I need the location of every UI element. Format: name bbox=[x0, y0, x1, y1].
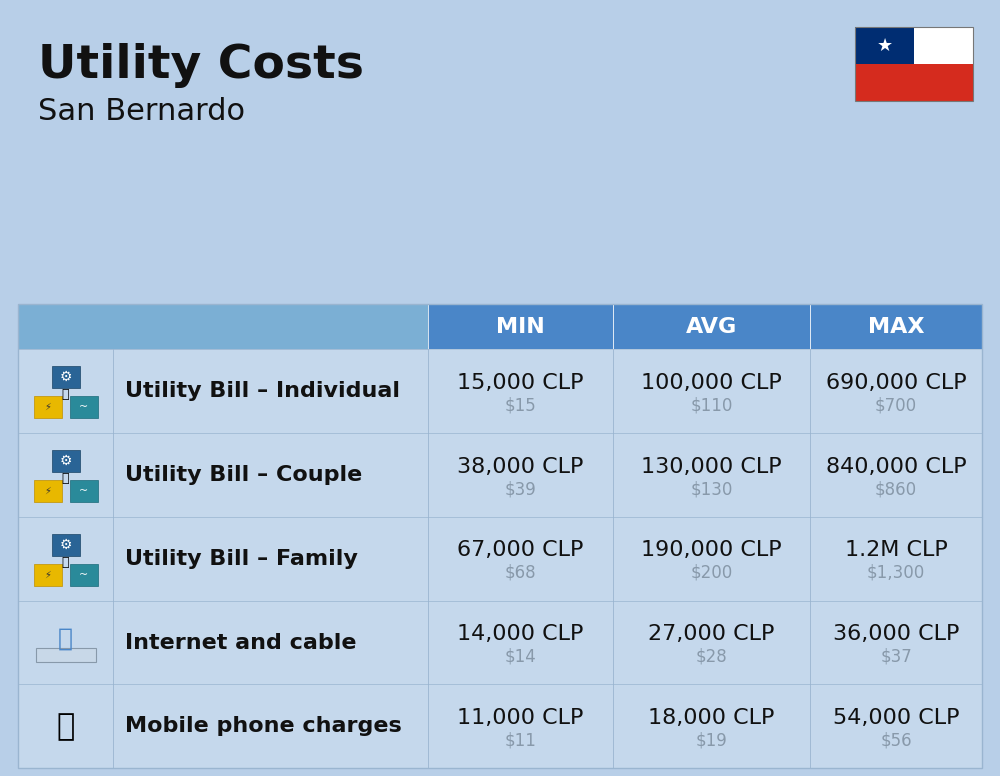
Bar bbox=[36, 648, 96, 662]
Text: 👤: 👤 bbox=[62, 389, 69, 401]
Text: $68: $68 bbox=[505, 564, 536, 582]
Text: $56: $56 bbox=[880, 732, 912, 750]
Text: $15: $15 bbox=[505, 397, 536, 414]
Bar bbox=[52, 534, 80, 556]
Text: Utility Costs: Utility Costs bbox=[38, 43, 364, 88]
Text: 190,000 CLP: 190,000 CLP bbox=[641, 540, 782, 560]
Text: 27,000 CLP: 27,000 CLP bbox=[648, 624, 775, 644]
Bar bbox=[18, 601, 982, 684]
Text: Utility Bill – Couple: Utility Bill – Couple bbox=[125, 465, 362, 485]
Bar bbox=[70, 480, 98, 502]
Text: ⚙: ⚙ bbox=[59, 538, 72, 552]
Text: Internet and cable: Internet and cable bbox=[125, 632, 356, 653]
Text: Utility Bill – Individual: Utility Bill – Individual bbox=[125, 381, 400, 401]
Bar bbox=[70, 564, 98, 586]
Bar bbox=[18, 304, 428, 349]
Bar bbox=[18, 349, 982, 433]
Text: 36,000 CLP: 36,000 CLP bbox=[833, 624, 959, 644]
Bar bbox=[613, 304, 810, 349]
Text: $39: $39 bbox=[505, 480, 536, 498]
Text: 840,000 CLP: 840,000 CLP bbox=[826, 456, 966, 476]
Text: $700: $700 bbox=[875, 397, 917, 414]
Text: $860: $860 bbox=[875, 480, 917, 498]
Bar bbox=[914, 27, 973, 64]
Text: 1.2M CLP: 1.2M CLP bbox=[845, 540, 947, 560]
Text: AVG: AVG bbox=[686, 317, 737, 337]
Text: ⚡: ⚡ bbox=[44, 486, 51, 496]
Text: $37: $37 bbox=[880, 648, 912, 666]
Text: ⚙: ⚙ bbox=[59, 454, 72, 468]
Text: 👤: 👤 bbox=[62, 556, 69, 569]
Bar bbox=[18, 517, 982, 601]
Text: 📶: 📶 bbox=[58, 627, 73, 650]
Text: $11: $11 bbox=[505, 732, 536, 750]
Text: ⚡: ⚡ bbox=[44, 402, 51, 412]
Text: Mobile phone charges: Mobile phone charges bbox=[125, 716, 402, 736]
Text: MIN: MIN bbox=[496, 317, 545, 337]
Text: 👤: 👤 bbox=[62, 473, 69, 485]
Bar bbox=[52, 366, 80, 388]
Bar bbox=[428, 304, 613, 349]
Text: ~: ~ bbox=[79, 570, 88, 580]
Text: San Bernardo: San Bernardo bbox=[38, 97, 245, 126]
Text: ⚙: ⚙ bbox=[59, 370, 72, 384]
Text: $110: $110 bbox=[690, 397, 733, 414]
Text: 100,000 CLP: 100,000 CLP bbox=[641, 372, 782, 393]
Text: $200: $200 bbox=[690, 564, 733, 582]
Bar bbox=[855, 64, 973, 101]
Text: 130,000 CLP: 130,000 CLP bbox=[641, 456, 782, 476]
Bar bbox=[52, 450, 80, 472]
Text: MAX: MAX bbox=[868, 317, 924, 337]
Text: 54,000 CLP: 54,000 CLP bbox=[833, 708, 959, 728]
Bar bbox=[18, 304, 982, 768]
Text: ★: ★ bbox=[876, 36, 893, 54]
Bar bbox=[810, 304, 982, 349]
Text: 67,000 CLP: 67,000 CLP bbox=[457, 540, 584, 560]
Bar bbox=[70, 397, 98, 418]
Bar bbox=[18, 684, 982, 768]
Text: ⚡: ⚡ bbox=[44, 570, 51, 580]
Text: ~: ~ bbox=[79, 486, 88, 496]
Text: 14,000 CLP: 14,000 CLP bbox=[457, 624, 584, 644]
Bar bbox=[855, 27, 914, 64]
Text: $28: $28 bbox=[696, 648, 727, 666]
Text: ~: ~ bbox=[79, 402, 88, 412]
Text: $1,300: $1,300 bbox=[867, 564, 925, 582]
Bar bbox=[34, 397, 62, 418]
Text: $14: $14 bbox=[505, 648, 536, 666]
Text: 38,000 CLP: 38,000 CLP bbox=[457, 456, 584, 476]
Text: 18,000 CLP: 18,000 CLP bbox=[648, 708, 775, 728]
Text: 15,000 CLP: 15,000 CLP bbox=[457, 372, 584, 393]
Text: 690,000 CLP: 690,000 CLP bbox=[826, 372, 966, 393]
Text: $19: $19 bbox=[696, 732, 727, 750]
Text: 📱: 📱 bbox=[56, 712, 75, 741]
Bar bbox=[34, 564, 62, 586]
Text: Utility Bill – Family: Utility Bill – Family bbox=[125, 549, 358, 569]
Bar bbox=[855, 27, 973, 101]
Text: $130: $130 bbox=[690, 480, 733, 498]
Text: 11,000 CLP: 11,000 CLP bbox=[457, 708, 584, 728]
Bar bbox=[18, 433, 982, 517]
Bar bbox=[34, 480, 62, 502]
